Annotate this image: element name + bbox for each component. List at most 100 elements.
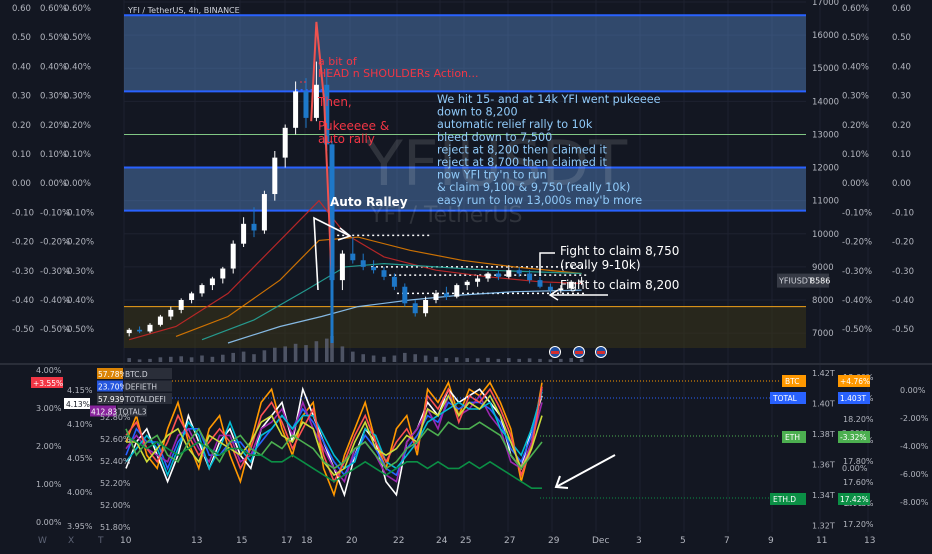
candle-body <box>199 285 205 294</box>
volume-bar <box>434 356 438 362</box>
toolbar-icon-label: X <box>68 536 74 546</box>
volume-bar <box>559 358 563 362</box>
price-axis-label: 17000 <box>812 0 839 8</box>
candle-body <box>261 194 267 231</box>
left-scale-2-label: 0.00% <box>40 179 67 189</box>
volume-bar <box>517 358 521 362</box>
ind-right-value: -3.32% <box>840 433 867 442</box>
left-scale-3-label: 0.10% <box>64 150 91 160</box>
left-scale-1-label: -0.40 <box>12 296 34 306</box>
ind-right-scale-4-label: -6.00% <box>900 470 929 479</box>
ind-right-scale-3-label: 18.20% <box>843 415 874 424</box>
left-scale-1-label: 0.60 <box>12 4 31 14</box>
candle-body <box>568 281 574 289</box>
price-axis-label: 10000 <box>812 230 839 240</box>
x-axis-label: 17 <box>281 536 292 546</box>
left-scale-3-label: 0.30% <box>64 92 91 102</box>
ind-right-label: ETH <box>785 433 800 442</box>
x-axis-label: 18 <box>301 536 313 546</box>
head-spike-line <box>310 21 333 287</box>
left-scale-3-label: -0.20% <box>64 238 94 248</box>
candle-body <box>495 273 501 277</box>
volume-bar <box>210 356 215 362</box>
x-axis-label: 27 <box>504 536 515 546</box>
volume-bar <box>496 358 501 362</box>
ind-right-value: 1.403T <box>840 394 866 403</box>
last-price-symbol: YFIUSDT <box>778 277 813 286</box>
left-scale-3-label: -0.30% <box>64 267 94 277</box>
volume-bar <box>569 358 573 362</box>
right-scale-1-label: 0.60% <box>842 4 869 14</box>
volume-bar <box>579 358 584 362</box>
candle-body <box>433 293 439 300</box>
resistance-zone <box>124 167 806 211</box>
volume-bar <box>351 351 355 362</box>
ind-left-scale-2-label: 4.00% <box>67 488 93 497</box>
volume-bar <box>127 358 131 362</box>
left-scale-2-label: -0.20% <box>40 238 70 248</box>
volume-bar <box>423 355 428 362</box>
volume-bar <box>371 355 376 362</box>
annotation-pukeeeee-line: Pukeeeee & <box>318 119 389 133</box>
indicator-series-line <box>125 434 542 490</box>
annotation-head-shoulders-line: a bit of <box>318 55 358 68</box>
ind-right-value-bg <box>838 493 870 505</box>
volume-bar <box>486 357 490 362</box>
right-scale-2-label: -0.20 <box>892 238 914 248</box>
right-scale-2-label: 0.30 <box>892 92 911 102</box>
left-scale-1-label: 0.30 <box>12 92 31 102</box>
ind-right-label: BTC <box>785 377 800 386</box>
right-scale-1-label: -0.30% <box>842 267 872 277</box>
candle-body <box>350 253 356 261</box>
ind-left-scale-1-label: 4.00% <box>36 366 62 375</box>
volume-bar <box>273 347 277 362</box>
annotation-fight-8750-line: Fight to claim 8,750 <box>560 244 679 258</box>
volume-bar <box>475 358 480 362</box>
ind-left-scale-2-label: 4.15% <box>67 386 93 395</box>
left-scale-3-label: -0.50% <box>64 325 94 335</box>
annotation-summary-line: & claim 9,100 & 9,750 (really 10k) <box>437 181 630 194</box>
right-scale-2-label: -0.10 <box>892 208 914 218</box>
ind-left-badge-bg <box>64 398 90 409</box>
price-zones <box>124 14 806 348</box>
candle-body <box>126 329 132 334</box>
right-scale-1-label: -0.10% <box>842 208 872 218</box>
ind-right-value-bg <box>838 392 870 404</box>
volume-bar <box>340 346 345 362</box>
chart-title: YFI / TetherUS, 4h, BINANCE <box>127 6 240 15</box>
indicator-series-line <box>125 380 543 498</box>
ind-right-scale-4-label: -8.00% <box>900 498 929 507</box>
ind-left-scale-3-label: 52.60% <box>100 435 131 444</box>
candle-body <box>464 281 470 286</box>
legend-value: 23.70% <box>98 383 127 392</box>
left-scale-3-label: 0.20% <box>64 121 91 131</box>
left-scale-3-label: 0.40% <box>64 62 91 72</box>
x-axis-label: 3 <box>636 536 642 546</box>
legend-name-bg <box>124 368 172 379</box>
right-scale-2-label: -0.50 <box>892 325 914 335</box>
candle-body <box>272 157 278 195</box>
indicator-series-line <box>126 394 543 477</box>
x-axis-label: 20 <box>346 536 358 546</box>
annotation-fight-8200: Fight to claim 8,200 <box>560 278 679 292</box>
x-axis-label: 7 <box>724 536 730 546</box>
annotations: a bit of HEAD n SHOULDERs Action... Then, P… <box>300 55 679 358</box>
legend-value-bg <box>90 405 116 417</box>
annotation-fight-8750-line: (really 9-10k) <box>560 258 641 272</box>
candle-body <box>157 316 163 325</box>
price-axis-label: 13000 <box>812 130 839 140</box>
volume-bar <box>538 358 542 362</box>
candle-body <box>537 280 543 287</box>
volume-bar <box>361 354 365 362</box>
left-scale-1-label: 0.40 <box>12 62 31 72</box>
annotation-auto-ralley: Auto Ralley <box>330 195 408 209</box>
ind-left-scale-1-label: 1.00% <box>36 480 62 489</box>
volume-bar <box>444 358 449 362</box>
price-axis-label: 15000 <box>812 64 839 74</box>
annotation-summary-line: bleed down to 7,500 <box>437 131 552 144</box>
right-scale-2-label: 0.60 <box>892 4 911 14</box>
ind-left-scale-3-label: 52.80% <box>100 413 131 422</box>
candles <box>126 21 585 344</box>
x-axis-label: 5 <box>680 536 686 546</box>
